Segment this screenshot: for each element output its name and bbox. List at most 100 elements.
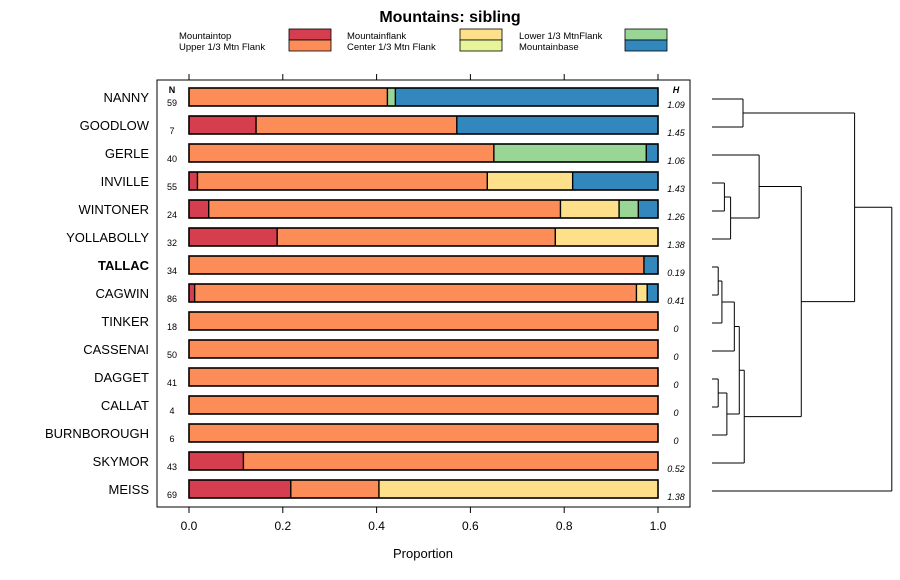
bar-segment [638,200,658,218]
bar-outline [188,339,659,359]
bar-outline [188,115,659,135]
row-n-value: 4 [169,406,174,416]
legend-swatch [459,28,503,41]
row-label: TINKER [101,314,149,329]
bar-segment [619,200,639,218]
row-h-value: 1.38 [667,240,685,250]
row-n-value: 18 [167,322,177,332]
bar-outline [188,87,659,107]
row-n-value: 41 [167,378,177,388]
bar-segment [189,88,388,106]
legend-label: Mountainbase [519,42,579,53]
bar-segment [189,172,198,190]
row-label: WINTONER [78,202,149,217]
bar-segment [189,256,644,274]
bar-segment [197,172,488,190]
bar-outline [188,143,659,163]
bar-outline [188,255,659,275]
bar-segment [555,228,658,246]
bar-segment [189,284,195,302]
x-tick-label: 0.4 [368,519,385,533]
row-h-value: 0.52 [667,464,685,474]
bar-segment [189,480,291,498]
row-h-value: 1.43 [667,184,685,194]
x-tick-label: 0.8 [556,519,573,533]
row-h-value: 0 [673,380,678,390]
bar-outline [188,171,659,191]
x-axis: 0.0 0.2 0.4 0.6 0.8 1.0 [181,74,667,533]
legend-swatch [459,39,503,52]
bar-segment [456,116,658,134]
bar-segment [208,200,561,218]
bar-segment [189,200,209,218]
row-label: GOODLOW [80,118,150,133]
row-h-value: 0 [673,408,678,418]
bar-segment [560,200,620,218]
x-tick-label: 0.2 [274,519,291,533]
bar-segment [378,480,658,498]
row-n-value: 6 [169,434,174,444]
row-label: TALLAC [98,258,150,273]
row-n-value: 32 [167,238,177,248]
chart-title: Mountains: sibling [379,9,520,26]
row-n-value: 59 [167,98,177,108]
x-axis-label: Proportion [393,546,453,561]
bar-segment [189,116,257,134]
row-n-value: 43 [167,462,177,472]
bar-segment [189,396,658,414]
legend-label: Mountainflank [347,31,406,42]
row-h-value: 1.09 [667,100,685,110]
row-h-value: 1.06 [667,156,685,166]
bar-segment [189,368,658,386]
row-n-value: 50 [167,350,177,360]
row-h-value: 1.45 [667,128,686,138]
bar-segment [189,340,658,358]
row-h-value: 0.41 [667,296,685,306]
bar-segment [636,284,648,302]
row-n-value: 40 [167,154,177,164]
legend-label: Lower 1/3 MtnFlank [519,31,603,42]
x-tick-label: 0.0 [181,519,198,533]
legend-swatch [624,28,668,41]
plot-frame [156,79,691,508]
row-label: YOLLABOLLY [66,230,149,245]
row-n-value: 24 [167,210,177,220]
bar-outline [188,479,659,499]
dendrogram [712,98,893,492]
row-label: GERLE [105,146,149,161]
bar-segment [487,172,573,190]
bar-outline [188,227,659,247]
bar-outline [188,199,659,219]
row-label: INVILLE [101,174,150,189]
row-h-value: 1.38 [667,492,685,502]
x-tick-label: 1.0 [650,519,667,533]
legend-label: Center 1/3 Mtn Flank [347,42,436,53]
bar-segment [189,144,494,162]
bar-outline [188,367,659,387]
bar-segment [256,116,457,134]
row-label: CAGWIN [96,286,149,301]
legend-swatch [288,39,332,52]
bar-segment [395,88,658,106]
bar-segment [189,452,244,470]
row-n-value: 34 [167,266,177,276]
bar-outline [188,423,659,443]
bar-segment [277,228,556,246]
row-label: NANNY [103,90,149,105]
bar-outline [188,311,659,331]
row-label: CASSENAI [83,342,149,357]
row-n-value: 55 [167,182,177,192]
legend-label: Upper 1/3 Mtn Flank [179,42,265,53]
row-h-value: 0 [673,324,678,334]
row-h-value: 1.26 [667,212,685,222]
row-h-value: 0.19 [667,268,685,278]
bar-segment [189,312,658,330]
legend-label: Mountaintop [179,31,231,42]
legend-swatch [624,39,668,52]
bar-outline [188,395,659,415]
row-label: MEISS [109,482,150,497]
bar-segment [290,480,379,498]
row-label: BURNBOROUGH [45,426,149,441]
